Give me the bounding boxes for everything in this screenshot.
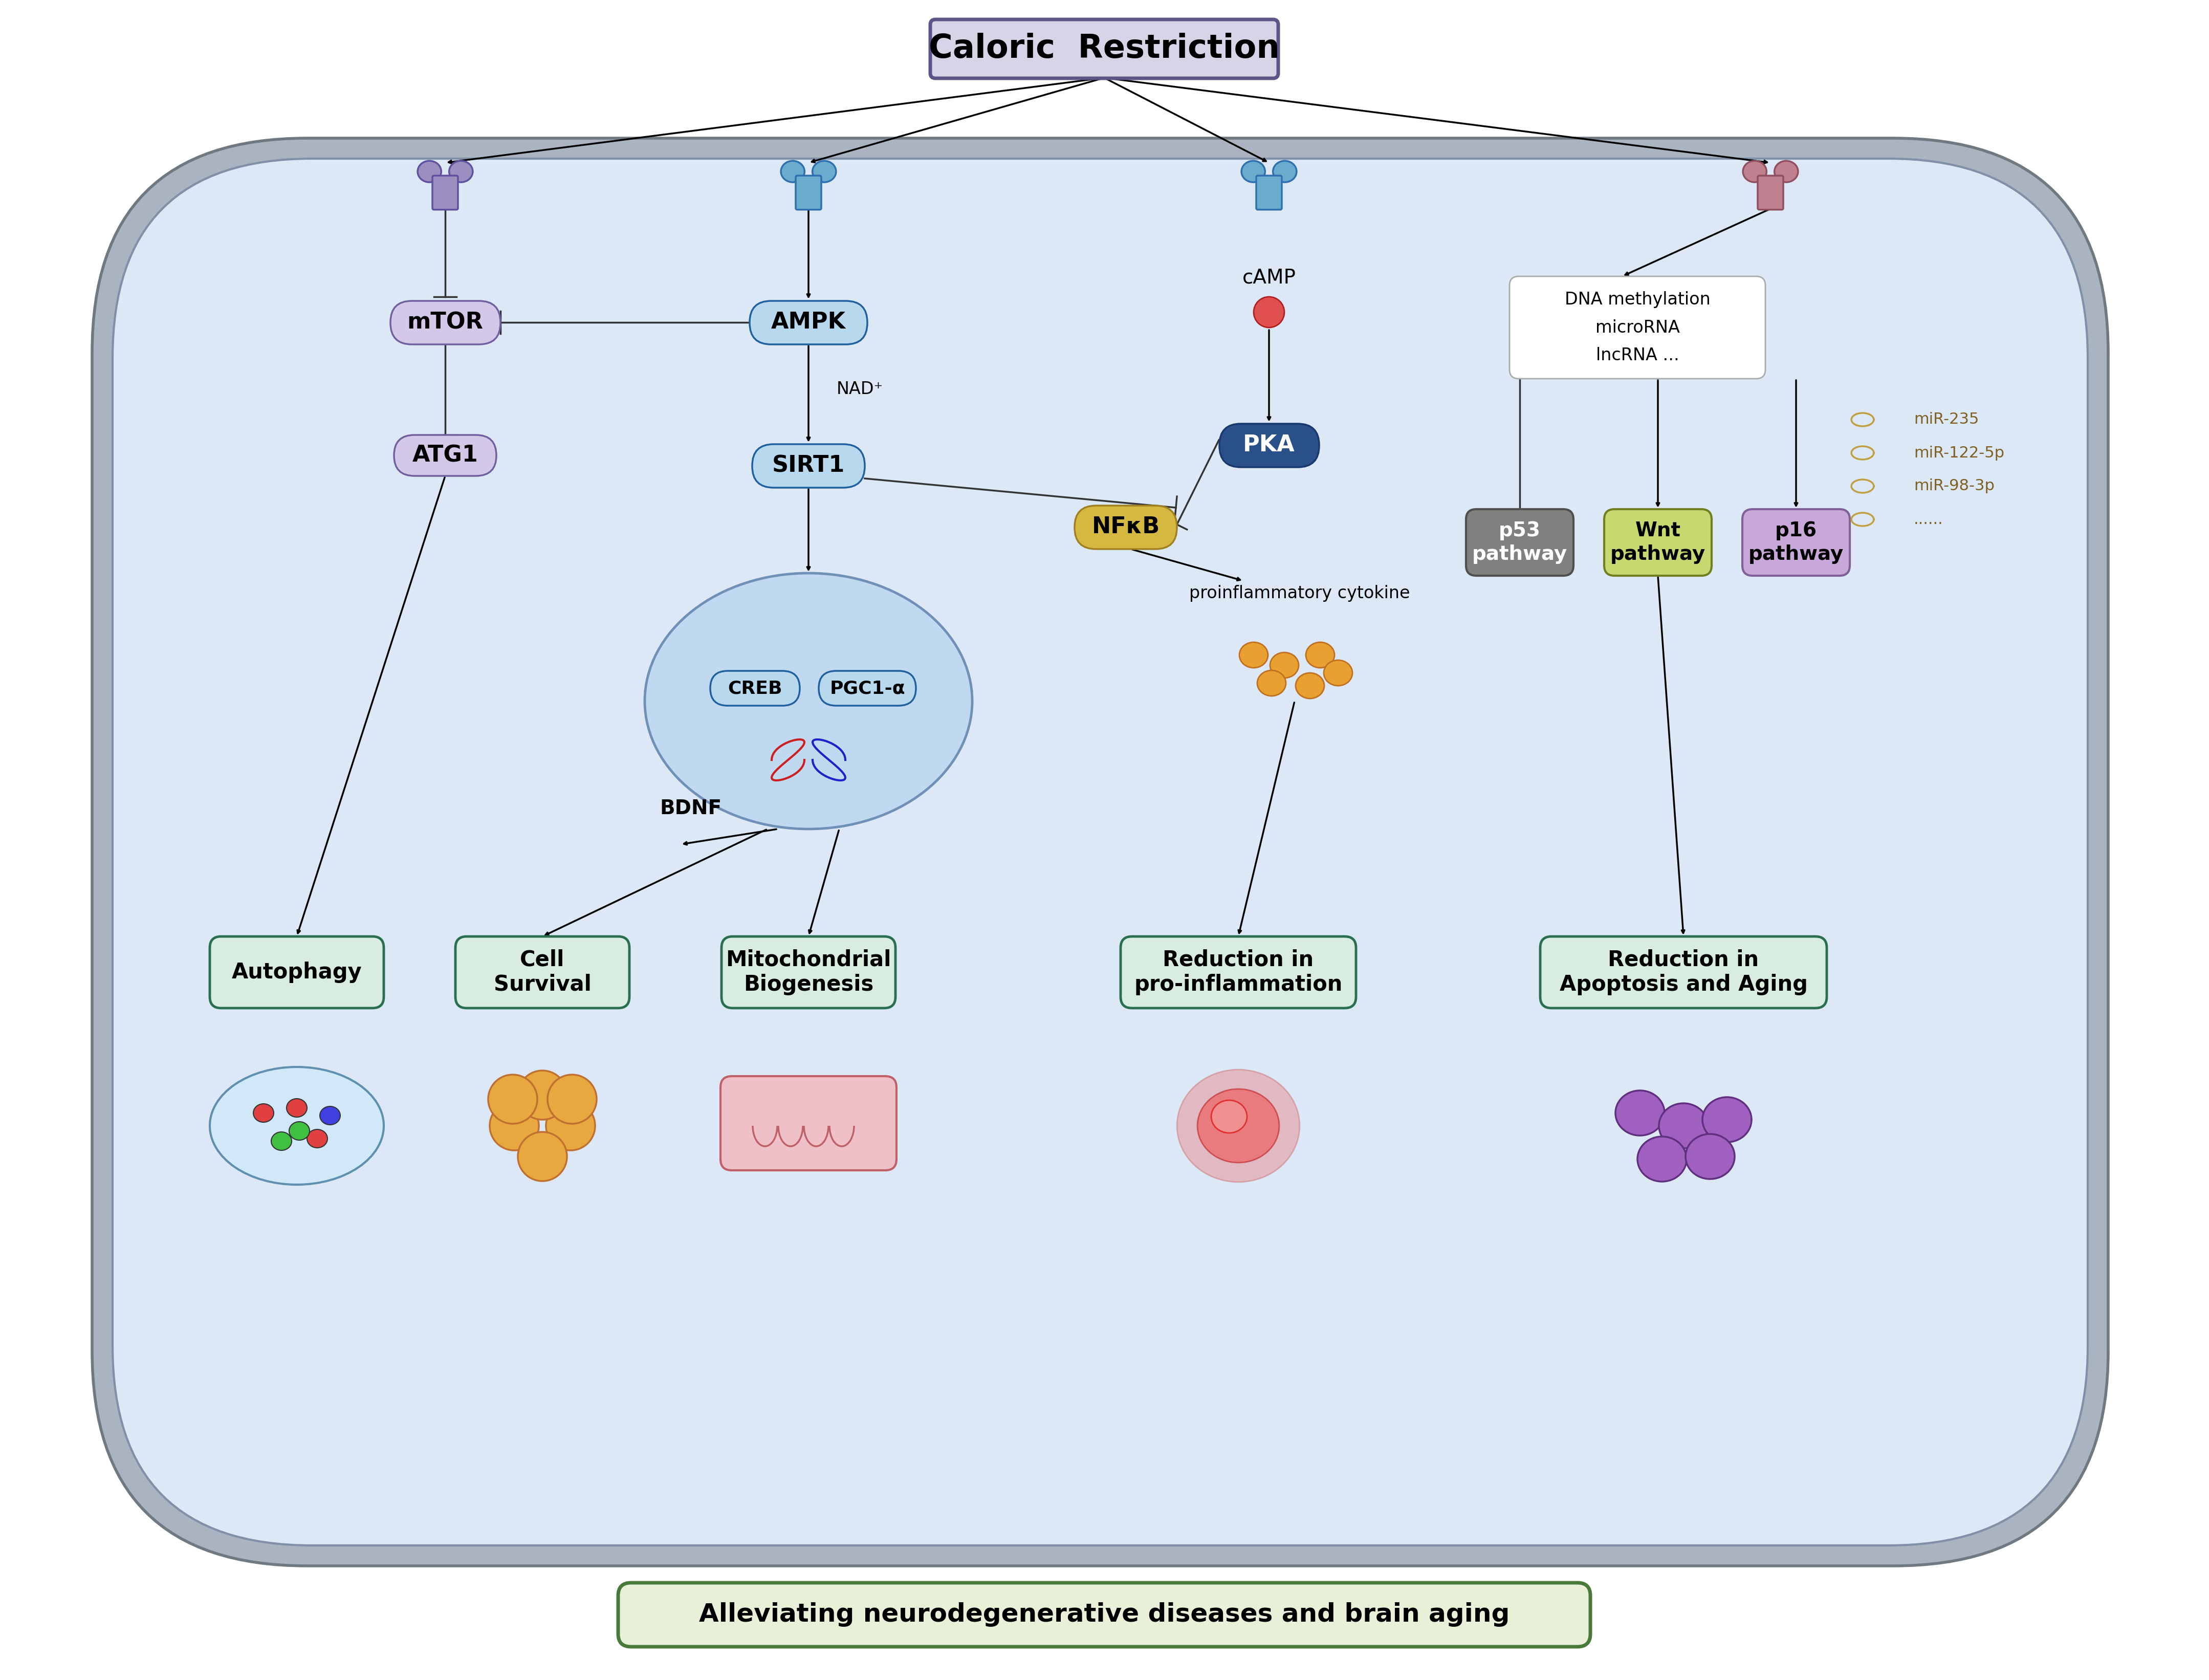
Ellipse shape bbox=[1177, 1070, 1299, 1183]
Text: ATG1: ATG1 bbox=[413, 445, 477, 467]
FancyBboxPatch shape bbox=[820, 670, 917, 706]
Text: pathway: pathway bbox=[1747, 544, 1845, 564]
FancyBboxPatch shape bbox=[210, 936, 384, 1008]
FancyBboxPatch shape bbox=[1219, 423, 1319, 467]
Ellipse shape bbox=[272, 1132, 292, 1151]
Ellipse shape bbox=[1255, 297, 1283, 328]
Ellipse shape bbox=[546, 1100, 594, 1151]
Ellipse shape bbox=[210, 1067, 384, 1184]
Ellipse shape bbox=[782, 161, 804, 181]
Ellipse shape bbox=[1211, 1100, 1248, 1132]
FancyBboxPatch shape bbox=[1467, 509, 1573, 576]
FancyBboxPatch shape bbox=[753, 444, 864, 487]
Text: Reduction in: Reduction in bbox=[1162, 949, 1314, 971]
Text: Alleviating neurodegenerative diseases and brain aging: Alleviating neurodegenerative diseases a… bbox=[698, 1603, 1509, 1626]
Text: cAMP: cAMP bbox=[1241, 267, 1297, 287]
Ellipse shape bbox=[517, 1070, 568, 1119]
FancyBboxPatch shape bbox=[619, 1583, 1590, 1646]
Ellipse shape bbox=[1197, 1089, 1279, 1163]
Ellipse shape bbox=[517, 1132, 568, 1181]
FancyBboxPatch shape bbox=[1257, 176, 1281, 210]
FancyBboxPatch shape bbox=[720, 1077, 897, 1171]
Ellipse shape bbox=[448, 161, 473, 181]
FancyBboxPatch shape bbox=[795, 176, 822, 210]
FancyBboxPatch shape bbox=[393, 435, 497, 475]
Text: Survival: Survival bbox=[493, 974, 592, 995]
FancyBboxPatch shape bbox=[722, 936, 895, 1008]
FancyBboxPatch shape bbox=[1540, 936, 1827, 1008]
FancyBboxPatch shape bbox=[433, 176, 457, 210]
FancyBboxPatch shape bbox=[113, 158, 2088, 1546]
FancyBboxPatch shape bbox=[1743, 509, 1849, 576]
Ellipse shape bbox=[645, 573, 972, 828]
Ellipse shape bbox=[490, 1100, 539, 1151]
Ellipse shape bbox=[320, 1107, 340, 1126]
Ellipse shape bbox=[1241, 161, 1266, 181]
Text: pathway: pathway bbox=[1471, 544, 1568, 564]
Ellipse shape bbox=[813, 161, 835, 181]
Text: Cell: Cell bbox=[519, 949, 566, 971]
Text: Autophagy: Autophagy bbox=[232, 961, 362, 983]
Ellipse shape bbox=[418, 161, 442, 181]
Text: Caloric  Restriction: Caloric Restriction bbox=[928, 32, 1279, 64]
Text: pro-inflammation: pro-inflammation bbox=[1133, 974, 1343, 995]
Ellipse shape bbox=[1659, 1104, 1708, 1149]
Ellipse shape bbox=[548, 1075, 596, 1124]
Text: mTOR: mTOR bbox=[406, 311, 484, 333]
FancyBboxPatch shape bbox=[391, 301, 501, 344]
Text: Wnt: Wnt bbox=[1635, 521, 1681, 541]
Ellipse shape bbox=[1703, 1097, 1752, 1142]
Text: NFκB: NFκB bbox=[1091, 516, 1160, 538]
FancyBboxPatch shape bbox=[930, 20, 1279, 79]
FancyBboxPatch shape bbox=[1120, 936, 1356, 1008]
Text: pathway: pathway bbox=[1610, 544, 1705, 564]
Ellipse shape bbox=[1306, 642, 1334, 669]
Ellipse shape bbox=[1270, 652, 1299, 679]
Text: Apoptosis and Aging: Apoptosis and Aging bbox=[1560, 974, 1807, 995]
Text: p53: p53 bbox=[1498, 521, 1540, 541]
Ellipse shape bbox=[254, 1104, 274, 1122]
Ellipse shape bbox=[488, 1075, 537, 1124]
Ellipse shape bbox=[1257, 670, 1286, 696]
Text: p16: p16 bbox=[1776, 521, 1818, 541]
Ellipse shape bbox=[1637, 1137, 1685, 1181]
Ellipse shape bbox=[307, 1129, 327, 1147]
FancyBboxPatch shape bbox=[1074, 506, 1177, 549]
Text: DNA methylation: DNA methylation bbox=[1564, 291, 1710, 307]
Text: AMPK: AMPK bbox=[771, 311, 846, 333]
Ellipse shape bbox=[1774, 161, 1798, 181]
Text: SIRT1: SIRT1 bbox=[773, 455, 844, 477]
FancyBboxPatch shape bbox=[1604, 509, 1712, 576]
Text: PGC1-α: PGC1-α bbox=[831, 680, 906, 697]
Text: NAD⁺: NAD⁺ bbox=[837, 381, 884, 398]
Ellipse shape bbox=[1297, 674, 1323, 699]
FancyBboxPatch shape bbox=[711, 670, 800, 706]
FancyBboxPatch shape bbox=[749, 301, 868, 344]
FancyBboxPatch shape bbox=[1509, 276, 1765, 378]
Text: microRNA: microRNA bbox=[1595, 319, 1679, 336]
Text: Mitochondrial: Mitochondrial bbox=[727, 949, 890, 971]
Ellipse shape bbox=[1323, 660, 1352, 685]
Text: CREB: CREB bbox=[727, 680, 782, 697]
Ellipse shape bbox=[1615, 1090, 1666, 1136]
Text: miR-98-3p: miR-98-3p bbox=[1913, 479, 1995, 494]
Ellipse shape bbox=[1239, 642, 1268, 669]
Text: lncRNA ...: lncRNA ... bbox=[1595, 348, 1679, 365]
Ellipse shape bbox=[1685, 1134, 1734, 1179]
Text: Biogenesis: Biogenesis bbox=[744, 974, 873, 995]
Ellipse shape bbox=[289, 1122, 309, 1141]
Ellipse shape bbox=[1272, 161, 1297, 181]
Ellipse shape bbox=[1743, 161, 1767, 181]
FancyBboxPatch shape bbox=[93, 138, 2107, 1566]
Text: miR-235: miR-235 bbox=[1913, 412, 1979, 427]
Text: Reduction in: Reduction in bbox=[1608, 949, 1758, 971]
Ellipse shape bbox=[287, 1099, 307, 1117]
FancyBboxPatch shape bbox=[455, 936, 630, 1008]
Text: proinflammatory cytokine: proinflammatory cytokine bbox=[1188, 585, 1409, 601]
Text: PKA: PKA bbox=[1244, 433, 1294, 457]
Text: miR-122-5p: miR-122-5p bbox=[1913, 445, 2004, 460]
FancyBboxPatch shape bbox=[1758, 176, 1783, 210]
Text: ......: ...... bbox=[1913, 512, 1944, 528]
Text: BDNF: BDNF bbox=[660, 798, 722, 818]
